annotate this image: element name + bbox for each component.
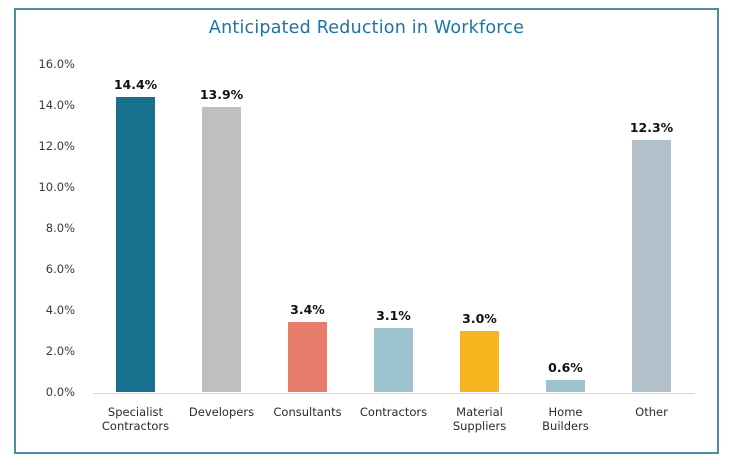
bar-value-label: 0.6%: [548, 359, 583, 375]
y-axis-tick-label: 14.0%: [38, 97, 75, 112]
y-axis-tick-label: 10.0%: [38, 179, 75, 194]
y-axis-tick-label: 16.0%: [38, 56, 75, 71]
chart-title: Anticipated Reduction in Workforce: [208, 18, 525, 38]
bar: [632, 139, 671, 392]
bar-value-label: 3.4%: [290, 302, 325, 318]
bar-value-label: 3.0%: [462, 310, 497, 326]
y-axis-tick-label: 6.0%: [45, 261, 75, 276]
x-axis-category-label: Contractors: [359, 405, 428, 419]
x-axis-line: [92, 393, 695, 394]
y-axis-tick-label: 0.0%: [45, 384, 75, 399]
bar-value-label: 12.3%: [629, 119, 674, 135]
bar: [116, 96, 155, 392]
bar: [202, 107, 241, 392]
bar: [288, 322, 327, 392]
x-axis-category-label: Material Suppliers: [452, 405, 507, 434]
bar-value-label: 14.4%: [113, 76, 158, 92]
bar-value-label: 3.1%: [376, 308, 411, 324]
x-axis-category-label: Other: [635, 405, 668, 419]
x-axis-category-label: Home Builders: [542, 405, 589, 434]
x-axis-category-label: Specialist Contractors: [101, 405, 170, 434]
bar: [460, 330, 499, 392]
x-axis-category-label: Developers: [188, 405, 255, 419]
chart-frame: Anticipated Reduction in Workforce 0.0% 2…: [14, 8, 719, 454]
y-axis-tick-label: 2.0%: [45, 343, 75, 358]
y-axis-tick-label: 4.0%: [45, 302, 75, 317]
x-axis-category-label: Consultants: [273, 405, 342, 419]
bar-value-label: 13.9%: [199, 87, 244, 103]
bar: [546, 379, 585, 392]
y-axis-tick-label: 12.0%: [38, 138, 75, 153]
y-axis-tick-label: 8.0%: [45, 220, 75, 235]
bar: [374, 328, 413, 392]
